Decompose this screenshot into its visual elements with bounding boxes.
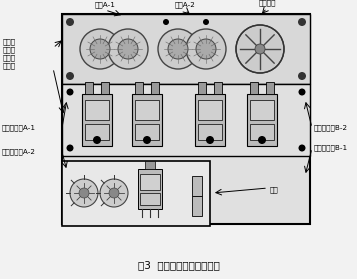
Circle shape: [206, 136, 214, 144]
Bar: [250, 124, 274, 140]
Text: 半导体器件B-1: 半导体器件B-1: [314, 145, 348, 151]
Circle shape: [298, 72, 306, 80]
Text: 半导体器件A-1: 半导体器件A-1: [2, 125, 36, 131]
Bar: [101, 82, 109, 94]
Bar: [165, 164, 187, 186]
Text: 器件A-2: 器件A-2: [175, 1, 195, 8]
Circle shape: [236, 25, 284, 73]
Bar: [192, 176, 202, 196]
Circle shape: [196, 39, 216, 59]
Bar: [138, 169, 162, 209]
Bar: [250, 82, 258, 94]
Bar: [85, 100, 109, 120]
Circle shape: [203, 19, 209, 25]
Bar: [62, 84, 310, 156]
Bar: [198, 124, 222, 140]
Bar: [195, 94, 225, 146]
Circle shape: [90, 39, 110, 59]
Circle shape: [163, 19, 169, 25]
Circle shape: [258, 136, 266, 144]
Bar: [135, 100, 159, 120]
Circle shape: [298, 145, 306, 151]
Circle shape: [143, 136, 151, 144]
Text: 芯片: 芯片: [270, 187, 279, 193]
Circle shape: [79, 188, 89, 198]
Bar: [198, 100, 222, 120]
Bar: [62, 161, 210, 226]
Bar: [247, 94, 277, 146]
Circle shape: [186, 29, 226, 69]
Bar: [192, 196, 202, 216]
Circle shape: [66, 145, 74, 151]
Circle shape: [108, 29, 148, 69]
Text: 电感器件: 电感器件: [258, 0, 276, 6]
Bar: [198, 82, 206, 94]
Circle shape: [298, 18, 306, 26]
Text: 图3  部分大功耗器件布置图: 图3 部分大功耗器件布置图: [137, 260, 220, 270]
Text: 半导体器件A-2: 半导体器件A-2: [2, 149, 36, 155]
Bar: [140, 193, 160, 205]
Text: 大功耗
器件安
装在盒
体底板: 大功耗 器件安 装在盒 体底板: [3, 38, 16, 69]
Bar: [140, 174, 160, 190]
Bar: [135, 82, 143, 94]
Circle shape: [66, 88, 74, 95]
Bar: [151, 82, 159, 94]
Circle shape: [158, 29, 198, 69]
Bar: [82, 94, 112, 146]
Bar: [62, 14, 310, 224]
Circle shape: [80, 29, 120, 69]
Text: 器件A-1: 器件A-1: [95, 1, 115, 8]
Bar: [250, 100, 274, 120]
Bar: [214, 82, 222, 94]
Circle shape: [66, 72, 74, 80]
Bar: [85, 82, 93, 94]
Bar: [135, 124, 159, 140]
Circle shape: [66, 18, 74, 26]
Bar: [132, 94, 162, 146]
Circle shape: [100, 179, 128, 207]
Bar: [266, 82, 274, 94]
Circle shape: [70, 179, 98, 207]
Bar: [85, 124, 109, 140]
Text: 半导体器件B-2: 半导体器件B-2: [314, 125, 348, 131]
Bar: [145, 161, 155, 169]
Circle shape: [93, 136, 101, 144]
Circle shape: [168, 39, 188, 59]
Bar: [62, 14, 310, 84]
Circle shape: [118, 39, 138, 59]
Circle shape: [298, 88, 306, 95]
Circle shape: [255, 44, 265, 54]
Circle shape: [109, 188, 119, 198]
